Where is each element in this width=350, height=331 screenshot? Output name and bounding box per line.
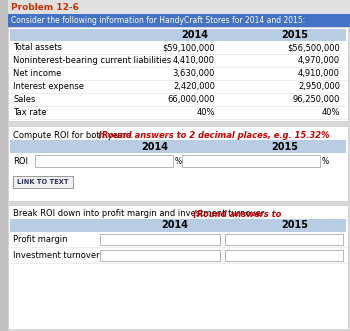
Text: Investment turnover: Investment turnover bbox=[13, 251, 100, 260]
FancyBboxPatch shape bbox=[100, 250, 220, 260]
FancyBboxPatch shape bbox=[0, 0, 8, 331]
Text: LINK TO TEXT: LINK TO TEXT bbox=[17, 179, 69, 185]
FancyBboxPatch shape bbox=[225, 233, 343, 245]
Text: 2015: 2015 bbox=[281, 30, 308, 40]
Text: Consider the following information for HandyCraft Stores for 2014 and 2015:: Consider the following information for H… bbox=[11, 16, 305, 25]
Text: Total assets: Total assets bbox=[13, 43, 62, 52]
Text: $59,100,000: $59,100,000 bbox=[162, 43, 215, 52]
Text: ROI: ROI bbox=[13, 157, 28, 166]
Text: 2014: 2014 bbox=[161, 220, 189, 230]
FancyBboxPatch shape bbox=[10, 153, 346, 169]
Text: 4,970,000: 4,970,000 bbox=[298, 56, 340, 65]
Text: 40%: 40% bbox=[322, 108, 340, 117]
Text: 2015: 2015 bbox=[272, 141, 299, 152]
FancyBboxPatch shape bbox=[8, 205, 348, 329]
Text: %: % bbox=[322, 157, 329, 166]
Text: 2,950,000: 2,950,000 bbox=[298, 82, 340, 91]
Text: 2,420,000: 2,420,000 bbox=[173, 82, 215, 91]
FancyBboxPatch shape bbox=[10, 41, 346, 54]
FancyBboxPatch shape bbox=[10, 93, 346, 106]
Text: Break ROI down into profit margin and investment turnover.: Break ROI down into profit margin and in… bbox=[13, 210, 269, 218]
Text: $56,500,000: $56,500,000 bbox=[287, 43, 340, 52]
FancyBboxPatch shape bbox=[10, 29, 346, 41]
FancyBboxPatch shape bbox=[10, 232, 346, 247]
FancyBboxPatch shape bbox=[10, 219, 346, 232]
FancyBboxPatch shape bbox=[100, 233, 220, 245]
Text: Sales: Sales bbox=[13, 95, 35, 104]
FancyBboxPatch shape bbox=[35, 155, 173, 167]
FancyBboxPatch shape bbox=[10, 80, 346, 93]
FancyBboxPatch shape bbox=[225, 250, 343, 260]
Text: 4,910,000: 4,910,000 bbox=[298, 69, 340, 78]
Text: 2014: 2014 bbox=[182, 30, 209, 40]
Text: 3,630,000: 3,630,000 bbox=[173, 69, 215, 78]
FancyBboxPatch shape bbox=[182, 155, 320, 167]
Text: Interest expense: Interest expense bbox=[13, 82, 84, 91]
Text: 66,000,000: 66,000,000 bbox=[168, 95, 215, 104]
FancyBboxPatch shape bbox=[13, 176, 73, 188]
Text: Noninterest-bearing current liabilities: Noninterest-bearing current liabilities bbox=[13, 56, 171, 65]
FancyBboxPatch shape bbox=[8, 27, 348, 121]
Text: 4,410,000: 4,410,000 bbox=[173, 56, 215, 65]
Text: (Round answers to: (Round answers to bbox=[193, 210, 281, 218]
FancyBboxPatch shape bbox=[10, 248, 346, 263]
Text: 2015: 2015 bbox=[281, 220, 308, 230]
Text: Profit margin: Profit margin bbox=[13, 235, 68, 244]
Text: Net income: Net income bbox=[13, 69, 61, 78]
Text: Compute ROI for both years.: Compute ROI for both years. bbox=[13, 130, 136, 139]
FancyBboxPatch shape bbox=[10, 106, 346, 119]
Text: 96,250,000: 96,250,000 bbox=[293, 95, 340, 104]
Text: 2014: 2014 bbox=[141, 141, 168, 152]
Text: Tax rate: Tax rate bbox=[13, 108, 47, 117]
FancyBboxPatch shape bbox=[10, 67, 346, 80]
FancyBboxPatch shape bbox=[8, 126, 348, 201]
FancyBboxPatch shape bbox=[10, 54, 346, 67]
Text: %: % bbox=[175, 157, 182, 166]
FancyBboxPatch shape bbox=[8, 14, 350, 27]
Text: (Round answers to 2 decimal places, e.g. 15.32%: (Round answers to 2 decimal places, e.g.… bbox=[98, 130, 330, 139]
FancyBboxPatch shape bbox=[10, 140, 346, 153]
Text: 40%: 40% bbox=[196, 108, 215, 117]
Text: Problem 12-6: Problem 12-6 bbox=[11, 3, 79, 12]
FancyBboxPatch shape bbox=[8, 0, 350, 14]
